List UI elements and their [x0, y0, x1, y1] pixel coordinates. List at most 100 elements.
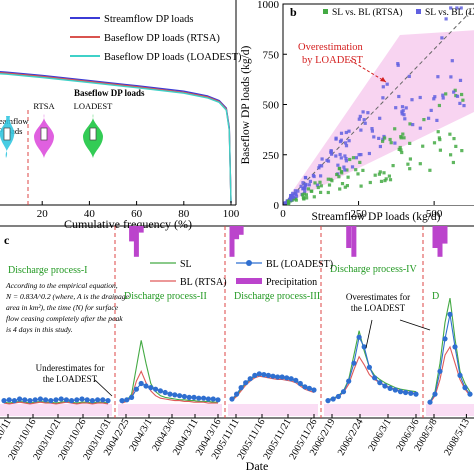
- point-sl-vs-bl-rtsa: [454, 94, 458, 98]
- point-sl-vs-bl-loadest: [339, 156, 343, 160]
- point-bl-loadest: [124, 397, 130, 403]
- annotation-arrow: [349, 59, 387, 83]
- point-bl-loadest: [288, 376, 294, 382]
- point-bl-loadest: [205, 396, 211, 402]
- point-sl-vs-bl-loadest: [441, 93, 445, 97]
- point-bl-loadest: [462, 385, 468, 391]
- one-to-one-line: [282, 7, 474, 206]
- process-note-line: is 4 days in this study.: [6, 325, 73, 334]
- legend-bl-rtsa: BL (RTSA): [180, 277, 227, 288]
- point-bl-loadest: [6, 397, 12, 403]
- point-bl-loadest: [186, 394, 192, 400]
- point-sl-vs-bl-loadest: [320, 157, 324, 161]
- point-sl-vs-bl-loadest: [318, 164, 322, 168]
- point-sl-vs-bl-loadest: [354, 156, 358, 160]
- point-sl-vs-bl-rtsa: [399, 136, 403, 140]
- point-sl-vs-bl-rtsa: [345, 168, 349, 172]
- point-sl-vs-bl-loadest: [400, 105, 405, 109]
- point-sl-vs-bl-rtsa: [326, 177, 330, 181]
- precipitation-bar: [129, 226, 135, 242]
- point-sl-vs-bl-rtsa: [388, 137, 392, 142]
- legend-sl-vs-bl-rtsa: SL vs. BL (RTSA): [332, 7, 403, 18]
- point-sl-vs-bl-loadest: [308, 179, 312, 183]
- point-sl-vs-bl-loadest: [290, 193, 295, 198]
- point-bl-loadest: [351, 360, 357, 366]
- point-bl-loadest: [457, 372, 463, 378]
- process-title: Discharge process-II: [124, 291, 207, 302]
- point-sl-vs-bl-rtsa: [306, 187, 311, 191]
- point-sl-vs-bl-loadest: [378, 116, 382, 120]
- point-sl-vs-bl-loadest: [378, 144, 382, 149]
- point-sl-vs-bl-loadest: [326, 159, 331, 163]
- point-bl-loadest: [27, 398, 33, 404]
- point-sl-vs-bl-rtsa: [461, 98, 465, 102]
- point-sl-vs-bl-rtsa: [361, 168, 365, 172]
- series-bl-rtsa: [3, 401, 109, 405]
- legend-baseflow-rtsa: Baseflow DP loads (RTSA): [104, 33, 220, 44]
- point-sl-vs-bl-rtsa: [319, 184, 323, 188]
- point-bl-loadest: [53, 397, 59, 403]
- point-sl-vs-bl-loadest: [357, 153, 361, 157]
- point-sl-vs-bl-loadest: [350, 165, 355, 169]
- point-sl-vs-bl-loadest: [400, 110, 404, 114]
- precipitation-bar: [442, 226, 448, 244]
- point-bl-loadest: [265, 372, 271, 378]
- point-sl-vs-bl-loadest: [339, 131, 344, 135]
- point-sl-vs-bl-loadest: [347, 129, 351, 133]
- point-sl-vs-bl-rtsa: [408, 122, 412, 126]
- point-sl-vs-bl-loadest: [397, 94, 401, 99]
- point-sl-vs-bl-loadest: [347, 139, 351, 143]
- point-bl-loadest: [181, 393, 187, 400]
- point-sl-vs-bl-loadest: [459, 6, 463, 10]
- panel-a-x-tick-label: 20: [37, 208, 49, 220]
- point-bl-loadest: [340, 389, 347, 395]
- point-sl-vs-bl-rtsa: [437, 103, 441, 108]
- panel-b-x-tick-label: 500: [426, 208, 443, 220]
- panel-b-y-tick-label: 750: [263, 49, 280, 61]
- point-bl-loadest: [37, 396, 44, 402]
- point-bl-loadest: [162, 389, 168, 396]
- callout-arrow: [365, 319, 373, 349]
- point-sl-vs-bl-rtsa: [294, 198, 298, 202]
- point-sl-vs-bl-loadest: [312, 174, 316, 179]
- point-sl-vs-bl-rtsa: [326, 190, 330, 195]
- panel-a-x-axis-label: Cumulative frequency (%): [64, 217, 192, 231]
- point-sl-vs-bl-rtsa: [330, 179, 334, 183]
- point-sl-vs-bl-loadest: [359, 153, 363, 157]
- point-sl-vs-bl-rtsa: [408, 141, 412, 145]
- violin-partial-label: reamflow: [0, 116, 29, 126]
- point-sl-vs-bl-loadest: [418, 95, 422, 100]
- point-bl-loadest: [84, 397, 90, 403]
- point-sl-vs-bl-loadest: [366, 111, 370, 115]
- panel-a-x-tick-label: 100: [223, 208, 240, 220]
- series-sl: [121, 340, 218, 403]
- point-sl-vs-bl-loadest: [291, 196, 295, 200]
- point-bl-loadest: [17, 396, 23, 402]
- point-sl-vs-bl-rtsa: [301, 195, 305, 199]
- process-title: Discharge process-III: [234, 291, 320, 302]
- point-sl-vs-bl-loadest: [329, 149, 333, 153]
- point-bl-loadest: [48, 398, 54, 404]
- point-sl-vs-bl-loadest: [381, 85, 385, 89]
- point-sl-vs-bl-rtsa: [452, 137, 456, 141]
- point-sl-vs-bl-loadest: [458, 101, 462, 105]
- panel-a-x-tick-label: 40: [84, 208, 96, 220]
- point-sl-vs-bl-rtsa: [302, 192, 306, 196]
- point-bl-loadest: [215, 397, 221, 403]
- point-sl-vs-bl-rtsa: [437, 136, 441, 140]
- point-sl-vs-bl-loadest: [344, 141, 348, 145]
- point-sl-vs-bl-rtsa: [354, 168, 358, 172]
- point-bl-loadest: [442, 336, 448, 342]
- point-sl-vs-bl-rtsa: [378, 170, 382, 174]
- point-sl-vs-bl-rtsa: [400, 150, 404, 155]
- point-bl-loadest: [306, 385, 312, 391]
- panel-b-x-tick-label: 250: [350, 208, 367, 220]
- point-sl-vs-bl-rtsa: [312, 195, 316, 199]
- point-sl-vs-bl-rtsa: [319, 190, 323, 194]
- point-sl-vs-bl-rtsa: [432, 141, 437, 145]
- point-sl-vs-bl-rtsa: [305, 196, 309, 200]
- point-sl-vs-bl-loadest: [302, 186, 306, 190]
- point-bl-loadest: [346, 378, 352, 384]
- point-bl-loadest: [366, 364, 372, 370]
- point-bl-loadest: [261, 372, 267, 378]
